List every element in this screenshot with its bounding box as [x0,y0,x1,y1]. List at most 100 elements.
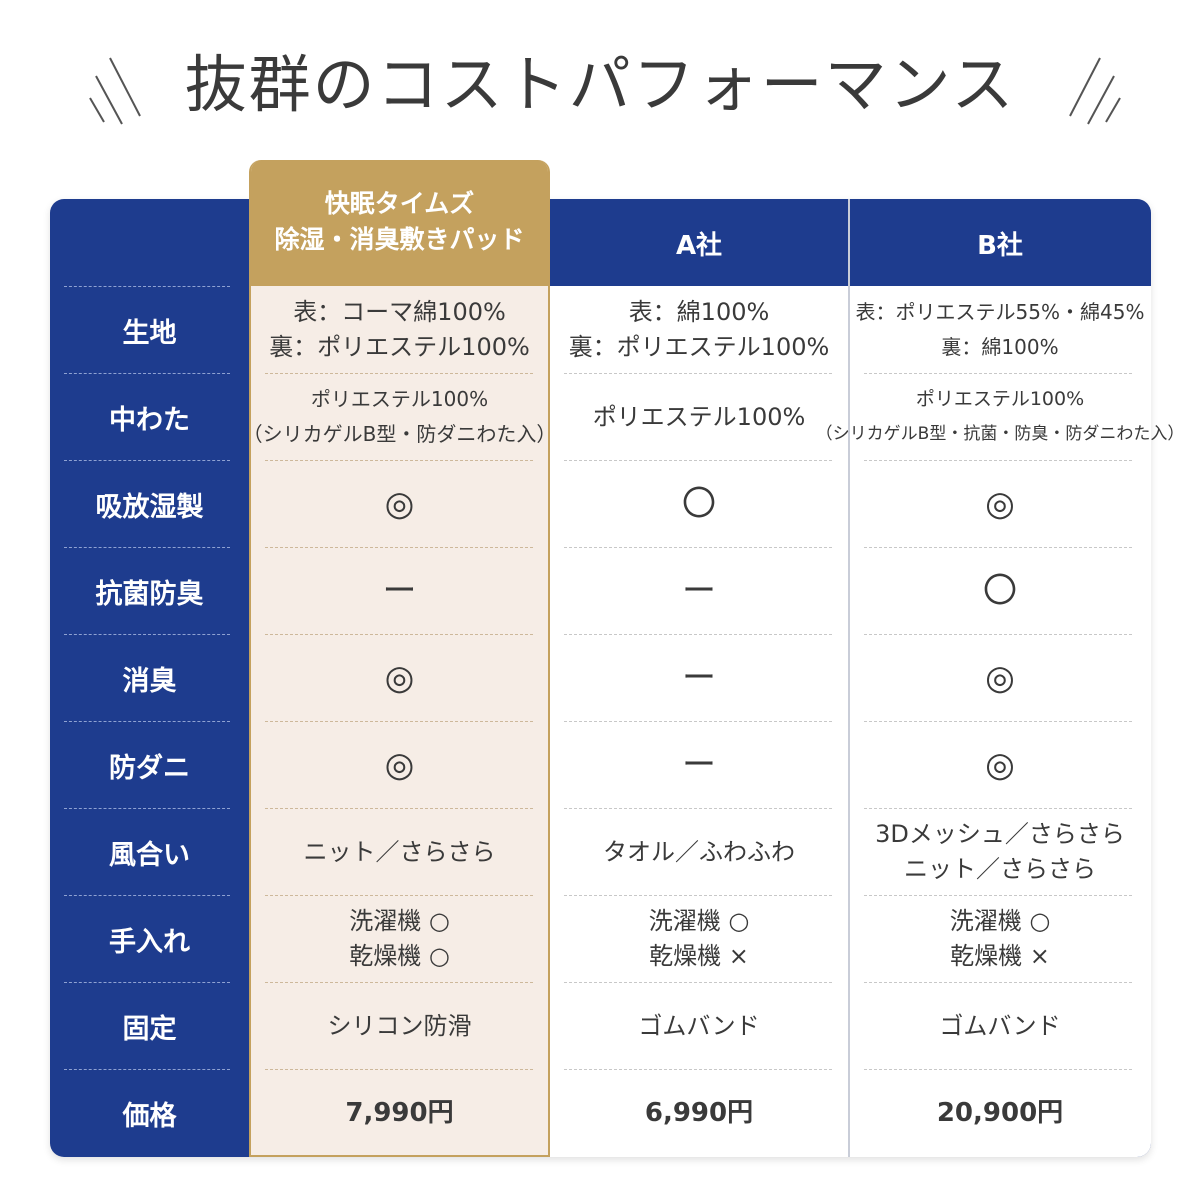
row-label: 吸放湿製 [95,491,204,523]
cell-divider [265,634,533,635]
table-cell: ◎ [251,635,548,721]
row-divider [64,721,230,722]
cell-divider [564,808,832,809]
cell-divider [564,1069,832,1070]
table-cell: 20,900円 [850,1070,1150,1156]
header-company-b: B社 [977,231,1023,261]
table-cell: 洗濯機 ○ 乾燥機 × [549,896,849,982]
table-cell: 3Dメッシュ／さらさら ニット／さらさら [850,809,1150,895]
cell-text: 6,990円 [644,1097,754,1128]
cell-divider [265,373,533,374]
double-circle-icon: ◎ [384,484,415,524]
cell-text: 裏：綿100% [941,335,1059,359]
cell-divider [564,547,832,548]
table-cell: ◎ [850,722,1150,808]
table-cell: タオル／ふわふわ [549,809,849,895]
circle-icon: 〇 [983,571,1017,611]
row-divider [64,373,230,374]
dash-icon: ー [682,571,716,611]
cell-text: 20,900円 [936,1097,1064,1128]
table-cell: ニット／さらさら [251,809,548,895]
column-divider [848,199,850,1157]
table-cell: ー [251,548,548,634]
row-label: 生地 [122,317,177,349]
cell-text: 裏：ポリエステル100% [568,333,830,361]
row-label: 手入れ [109,926,190,958]
cell-text: ポリエステル100% [915,388,1085,410]
cell-divider [265,1069,533,1070]
cell-divider [564,460,832,461]
table-cell: 洗濯機 ○ 乾燥機 × [850,896,1150,982]
cell-divider [564,373,832,374]
header-featured-line-1: 快眠タイムズ [324,189,475,218]
dash-icon: ー [382,571,417,611]
cell-divider [265,460,533,461]
row-divider [64,547,230,548]
row-label: 価格 [122,1100,177,1132]
table-cell: ◎ [850,461,1150,547]
cell-text: タオル／ふわふわ [603,837,795,866]
cell-text: 3Dメッシュ／さらさら [875,820,1125,848]
double-circle-icon: ◎ [384,658,415,698]
cell-divider [265,808,533,809]
table-cell: ー [549,722,849,808]
circle-icon: 〇 [682,484,716,524]
cell-text: ニット／さらさら [303,837,496,866]
cell-text: （シリカゲルB型・抗菌・防臭・防ダニわた入） [815,424,1185,444]
cell-divider [265,982,533,983]
row-label: 中わた [109,404,190,436]
cell-divider [864,721,1132,722]
sparkle-lines-right-icon [1069,57,1121,125]
cell-text: 乾燥機 ○ [349,942,450,970]
row-divider [64,460,230,461]
row-divider [64,895,230,896]
cell-text: ゴムバンド [638,1011,760,1040]
cell-text: 表：コーマ綿100% [293,298,506,326]
cell-text: ゴムバンド [939,1011,1061,1040]
double-circle-icon: ◎ [985,745,1015,785]
row-label: 防ダニ [109,752,190,784]
cell-text: 乾燥機 × [649,942,749,970]
header-company-a: A社 [675,231,723,261]
table-cell: 7,990円 [251,1070,548,1156]
table-cell: 〇 [850,548,1150,634]
cell-text: （シリカゲルB型・防ダニわた入） [242,422,557,446]
cell-text: 7,990円 [345,1097,454,1128]
dash-icon: ー [682,658,716,698]
cell-divider [265,547,533,548]
cell-divider [564,982,832,983]
table-cell: 洗濯機 ○ 乾燥機 ○ [251,896,548,982]
table-cell: ゴムバンド [549,983,849,1069]
row-divider [64,634,230,635]
row-divider [64,286,230,287]
cell-text: 表：綿100% [628,298,770,326]
row-divider [64,982,230,983]
cell-divider [265,721,533,722]
table-cell: ◎ [850,635,1150,721]
header-featured-product: 快眠タイムズ 除湿・消臭敷きパッド [249,186,550,258]
cell-divider [864,634,1132,635]
cell-divider [564,721,832,722]
header-featured-line-2: 除湿・消臭敷きパッド [274,225,525,254]
table-cell: ー [549,635,849,721]
row-label: 固定 [122,1013,177,1045]
table-cell: シリコン防滑 [251,983,548,1069]
row-divider [64,1069,230,1070]
featured-column [249,160,550,1157]
table-cell: ポリエステル100% [549,374,849,460]
cell-divider [864,982,1132,983]
double-circle-icon: ◎ [985,658,1015,698]
cell-divider [864,1069,1132,1070]
sparkle-lines-left-icon [89,57,141,125]
cell-text: ポリエステル100% [310,387,489,411]
double-circle-icon: ◎ [985,484,1015,524]
table-cell: ◎ [251,722,548,808]
cell-text: 裏：ポリエステル100% [269,333,530,361]
table-cell: 表：綿100% 裏：ポリエステル100% [549,287,849,373]
cell-text: ニット／さらさら [904,855,1096,883]
page-title: 抜群のコストパフォーマンス [184,48,1016,121]
row-label: 風合い [109,839,190,871]
double-circle-icon: ◎ [384,745,415,785]
cell-text: 表：ポリエステル55%・綿45% [855,300,1145,324]
cell-divider [864,808,1132,809]
